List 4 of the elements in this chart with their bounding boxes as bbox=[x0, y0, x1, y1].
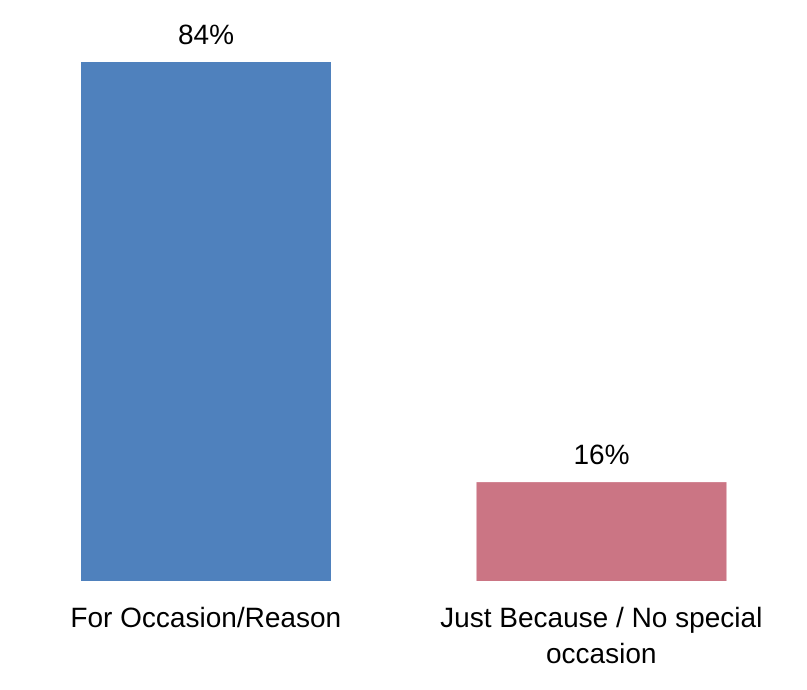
data-label: 16% bbox=[573, 439, 630, 470]
data-label: 84% bbox=[178, 19, 234, 50]
x-tick-label: For Occasion/Reason bbox=[70, 602, 342, 633]
x-tick-label: Just Because / No special occasion bbox=[440, 602, 762, 669]
